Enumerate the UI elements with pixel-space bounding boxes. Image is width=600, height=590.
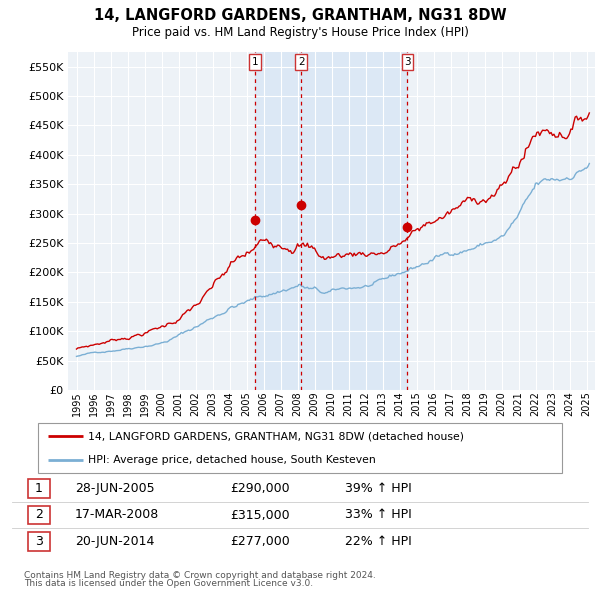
Text: 2: 2 [298,57,304,67]
Text: 14, LANGFORD GARDENS, GRANTHAM, NG31 8DW: 14, LANGFORD GARDENS, GRANTHAM, NG31 8DW [94,8,506,23]
Text: 1: 1 [35,482,43,495]
FancyBboxPatch shape [38,423,562,473]
Text: £277,000: £277,000 [230,535,290,548]
Text: 1: 1 [251,57,258,67]
Text: £315,000: £315,000 [230,509,290,522]
Text: HPI: Average price, detached house, South Kesteven: HPI: Average price, detached house, Sout… [88,455,376,465]
Text: 28-JUN-2005: 28-JUN-2005 [75,482,155,495]
Text: 22% ↑ HPI: 22% ↑ HPI [345,535,412,548]
Bar [28,479,50,498]
Bar [301,52,407,390]
Text: 20-JUN-2014: 20-JUN-2014 [75,535,154,548]
Text: 33% ↑ HPI: 33% ↑ HPI [345,509,412,522]
Text: 3: 3 [35,535,43,548]
Text: Price paid vs. HM Land Registry's House Price Index (HPI): Price paid vs. HM Land Registry's House … [131,26,469,39]
Text: 3: 3 [404,57,411,67]
Bar [255,52,301,390]
Text: This data is licensed under the Open Government Licence v3.0.: This data is licensed under the Open Gov… [24,579,313,588]
Bar [28,506,50,525]
Text: 2: 2 [35,509,43,522]
Text: 17-MAR-2008: 17-MAR-2008 [75,509,159,522]
Text: Contains HM Land Registry data © Crown copyright and database right 2024.: Contains HM Land Registry data © Crown c… [24,571,376,580]
Text: 39% ↑ HPI: 39% ↑ HPI [345,482,412,495]
Text: £290,000: £290,000 [230,482,290,495]
Bar [28,532,50,551]
Text: 14, LANGFORD GARDENS, GRANTHAM, NG31 8DW (detached house): 14, LANGFORD GARDENS, GRANTHAM, NG31 8DW… [88,431,464,441]
